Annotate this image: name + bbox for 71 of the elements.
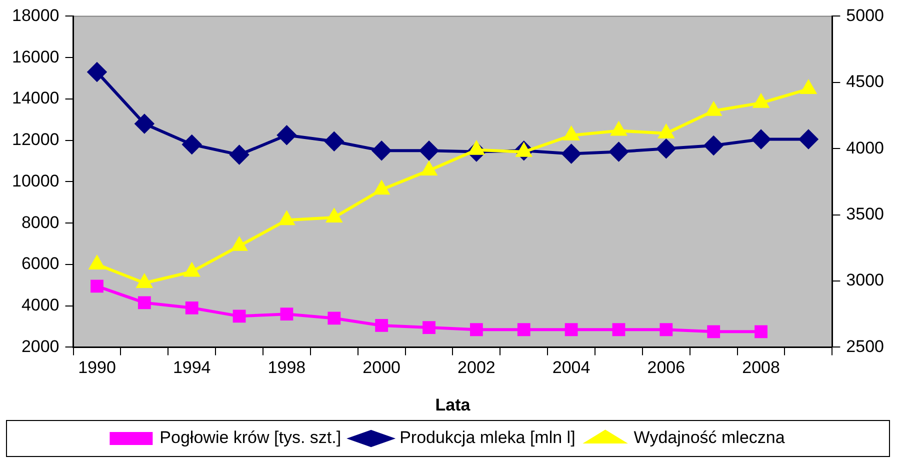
point <box>752 130 771 149</box>
point <box>420 141 439 160</box>
y2-tick-label: 3000 <box>846 270 884 290</box>
x-tick-label: 1994 <box>172 358 211 378</box>
point <box>656 139 676 158</box>
y-tick-label: 18000 <box>12 6 60 25</box>
y2-tick-label: 2500 <box>846 336 884 356</box>
y2-tick-label: 5000 <box>846 6 884 25</box>
point <box>232 237 247 251</box>
point <box>609 142 628 162</box>
point <box>185 301 198 314</box>
point <box>87 62 106 82</box>
point <box>328 312 341 325</box>
point <box>517 323 530 336</box>
legend-label: Pogłowie krów [tys. szt.] <box>160 428 342 448</box>
x-tick-label: 1998 <box>268 358 306 378</box>
point <box>470 323 483 336</box>
legend-label: Wydajność mleczna <box>634 428 786 448</box>
point <box>754 325 768 338</box>
point <box>707 325 720 338</box>
point <box>422 321 436 334</box>
y-tick-label: 10000 <box>12 171 60 190</box>
x-axis-title: Lata <box>435 395 471 414</box>
point <box>134 114 154 134</box>
x-tick-label: 2004 <box>552 358 590 378</box>
y2-tick-label: 4500 <box>846 72 884 92</box>
point <box>612 323 626 336</box>
point <box>706 102 722 116</box>
y-tick-label: 6000 <box>21 254 60 274</box>
y-tick-label: 2000 <box>21 336 60 356</box>
x-tick-label: 1990 <box>78 358 116 378</box>
y-tick-label: 16000 <box>12 47 60 66</box>
point <box>230 145 249 164</box>
y-tick-label: 14000 <box>12 88 60 108</box>
point <box>182 134 202 154</box>
point <box>562 144 581 164</box>
point <box>798 130 818 149</box>
point <box>800 80 816 94</box>
x-tick-label: 2000 <box>362 358 400 378</box>
legend-label: Produkcja mleka [mln l] <box>400 428 576 448</box>
point <box>324 132 344 151</box>
point <box>90 280 104 293</box>
point <box>564 126 579 140</box>
point <box>184 263 200 277</box>
y2-tick-label: 4000 <box>846 138 884 158</box>
point <box>658 124 674 138</box>
point <box>277 126 296 145</box>
point <box>468 141 484 155</box>
point <box>753 94 769 108</box>
point <box>232 310 246 323</box>
point <box>611 122 626 136</box>
point <box>421 162 437 176</box>
point <box>372 141 392 160</box>
point <box>704 136 724 155</box>
point <box>136 274 152 288</box>
point <box>374 181 390 195</box>
y-tick-label: 4000 <box>21 296 60 315</box>
x-tick-label: 2008 <box>742 358 780 378</box>
x-tick-label: 2006 <box>647 358 686 378</box>
x-tick-label: 2002 <box>458 358 496 378</box>
point <box>279 212 294 226</box>
point <box>138 296 151 310</box>
point <box>660 323 673 336</box>
point <box>89 256 105 270</box>
y-tick-label: 12000 <box>12 130 60 150</box>
point <box>280 308 294 321</box>
point <box>326 208 342 222</box>
y2-tick-label: 3500 <box>846 204 884 224</box>
y-tick-label: 8000 <box>21 212 60 232</box>
point <box>375 319 388 332</box>
point <box>564 323 578 336</box>
